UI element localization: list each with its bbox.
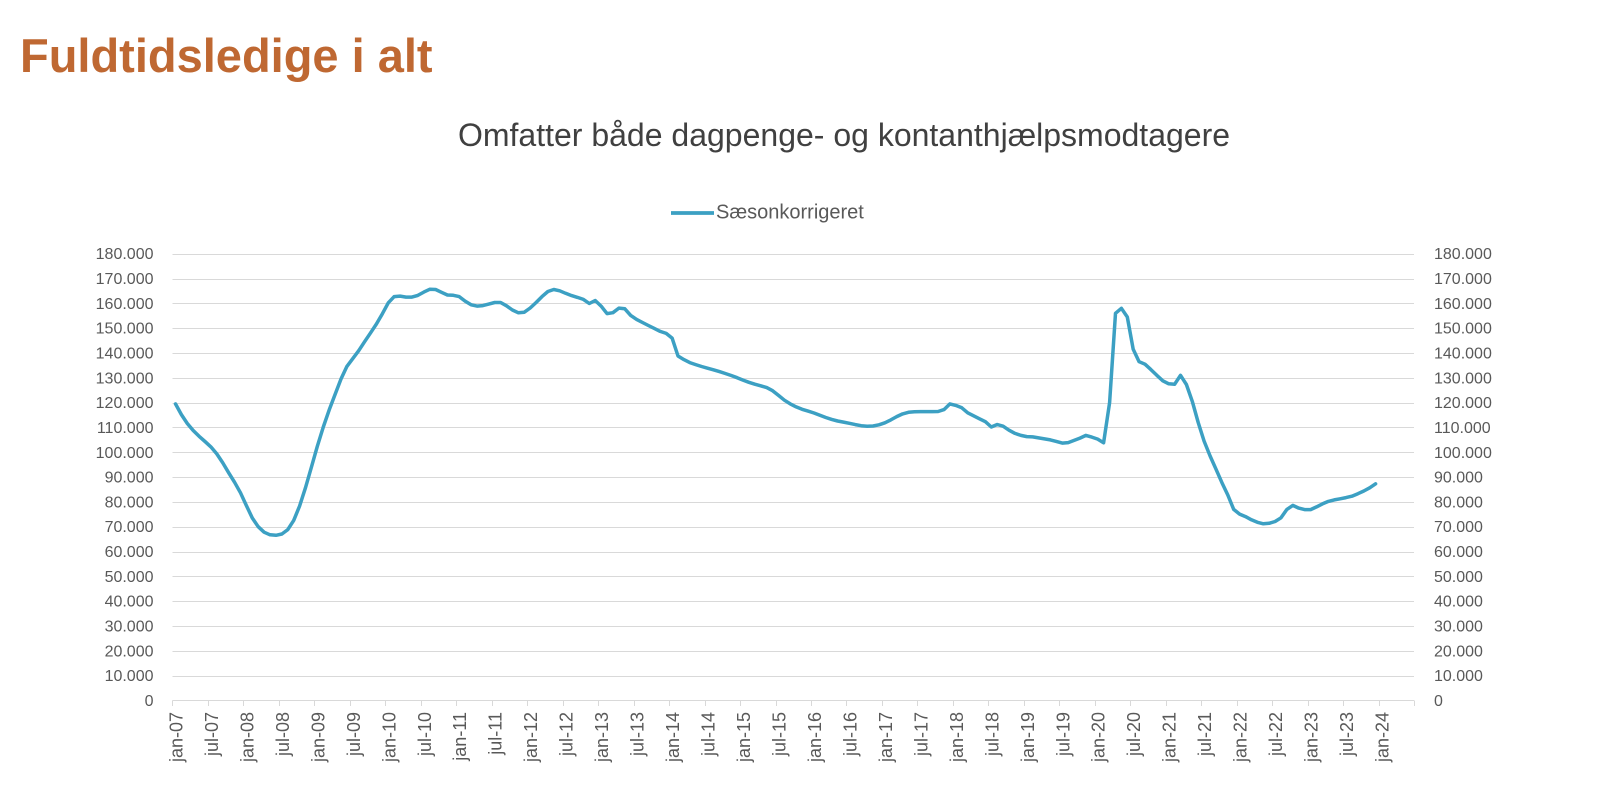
svg-text:130.000: 130.000	[1434, 370, 1492, 387]
svg-text:jul-14: jul-14	[699, 712, 719, 757]
svg-text:30.000: 30.000	[105, 619, 154, 636]
svg-text:jan-07: jan-07	[167, 712, 187, 763]
svg-text:jan-09: jan-09	[308, 712, 328, 763]
svg-text:jul-10: jul-10	[415, 712, 435, 757]
svg-text:jan-16: jan-16	[805, 712, 825, 763]
svg-text:160.000: 160.000	[1434, 296, 1492, 313]
svg-text:90.000: 90.000	[105, 470, 154, 487]
svg-text:jan-08: jan-08	[237, 712, 257, 763]
svg-text:jan-15: jan-15	[734, 712, 754, 763]
svg-text:120.000: 120.000	[1434, 395, 1492, 412]
svg-text:jan-10: jan-10	[379, 712, 399, 763]
svg-text:jul-22: jul-22	[1266, 712, 1286, 757]
svg-text:jul-16: jul-16	[840, 712, 860, 757]
svg-text:150.000: 150.000	[96, 321, 154, 338]
svg-text:60.000: 60.000	[1434, 544, 1483, 561]
svg-text:jul-15: jul-15	[770, 712, 790, 757]
svg-text:jan-23: jan-23	[1302, 712, 1322, 763]
svg-text:20.000: 20.000	[105, 643, 154, 660]
svg-text:Omfatter både dagpenge- og kon: Omfatter både dagpenge- og kontanthjælps…	[458, 117, 1230, 153]
svg-text:130.000: 130.000	[96, 370, 154, 387]
svg-text:120.000: 120.000	[96, 395, 154, 412]
svg-text:jan-11: jan-11	[450, 712, 470, 762]
svg-text:20.000: 20.000	[1434, 643, 1483, 660]
svg-text:150.000: 150.000	[1434, 321, 1492, 338]
svg-text:40.000: 40.000	[1434, 594, 1483, 611]
svg-text:30.000: 30.000	[1434, 619, 1483, 636]
svg-text:140.000: 140.000	[1434, 346, 1492, 363]
svg-text:100.000: 100.000	[1434, 445, 1492, 462]
svg-text:10.000: 10.000	[1434, 668, 1483, 685]
svg-text:80.000: 80.000	[105, 494, 154, 511]
svg-text:140.000: 140.000	[96, 346, 154, 363]
svg-text:jul-11: jul-11	[486, 712, 506, 756]
svg-text:jul-12: jul-12	[557, 712, 577, 757]
svg-text:jan-18: jan-18	[947, 712, 967, 763]
svg-text:180.000: 180.000	[96, 246, 154, 263]
svg-text:180.000: 180.000	[1434, 246, 1492, 263]
svg-text:0: 0	[1434, 693, 1443, 710]
svg-text:60.000: 60.000	[105, 544, 154, 561]
svg-text:jul-17: jul-17	[911, 712, 931, 757]
svg-text:100.000: 100.000	[96, 445, 154, 462]
svg-text:50.000: 50.000	[105, 569, 154, 586]
svg-text:jul-21: jul-21	[1195, 712, 1215, 757]
svg-text:170.000: 170.000	[1434, 271, 1492, 288]
svg-text:70.000: 70.000	[1434, 519, 1483, 536]
svg-text:jan-20: jan-20	[1089, 712, 1109, 763]
svg-text:jul-13: jul-13	[628, 712, 648, 757]
svg-text:jul-19: jul-19	[1053, 712, 1073, 757]
svg-text:jul-09: jul-09	[344, 712, 364, 757]
svg-text:jan-14: jan-14	[663, 712, 683, 763]
svg-text:jul-08: jul-08	[273, 712, 293, 757]
svg-text:170.000: 170.000	[96, 271, 154, 288]
svg-text:40.000: 40.000	[105, 594, 154, 611]
svg-text:Fuldtidsledige i alt: Fuldtidsledige i alt	[20, 29, 433, 82]
svg-text:jul-07: jul-07	[202, 712, 222, 757]
svg-text:90.000: 90.000	[1434, 470, 1483, 487]
svg-text:110.000: 110.000	[1434, 420, 1491, 437]
svg-text:jan-21: jan-21	[1160, 712, 1180, 763]
svg-text:jan-17: jan-17	[876, 712, 896, 763]
svg-text:0: 0	[145, 693, 154, 710]
svg-text:Sæsonkorrigeret: Sæsonkorrigeret	[716, 202, 864, 224]
svg-text:70.000: 70.000	[105, 519, 154, 536]
svg-text:110.000: 110.000	[97, 420, 154, 437]
svg-text:jul-18: jul-18	[982, 712, 1002, 757]
svg-text:jul-20: jul-20	[1124, 712, 1144, 757]
svg-text:jan-22: jan-22	[1231, 712, 1251, 763]
svg-text:jan-19: jan-19	[1018, 712, 1038, 763]
svg-text:160.000: 160.000	[96, 296, 154, 313]
svg-text:jan-13: jan-13	[592, 712, 612, 763]
svg-text:jan-12: jan-12	[521, 712, 541, 763]
svg-text:50.000: 50.000	[1434, 569, 1483, 586]
svg-text:80.000: 80.000	[1434, 494, 1483, 511]
svg-text:jul-23: jul-23	[1337, 712, 1357, 757]
svg-text:jan-24: jan-24	[1373, 712, 1393, 763]
svg-text:10.000: 10.000	[105, 668, 154, 685]
